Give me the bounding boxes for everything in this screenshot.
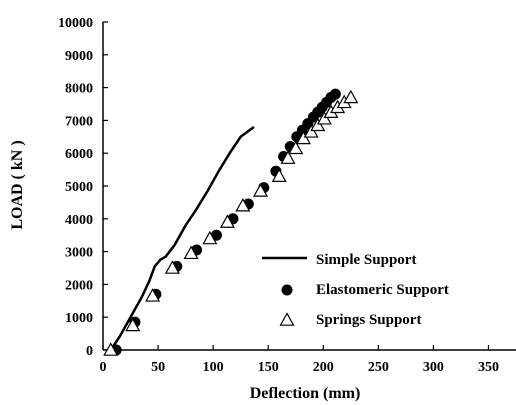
- legend-label: Elastomeric Support: [316, 282, 449, 298]
- y-tick-label: 4000: [65, 213, 93, 228]
- y-tick-label: 6000: [65, 147, 93, 162]
- series-line-simple-support: [109, 125, 255, 351]
- data-point-springs: [288, 140, 304, 155]
- data-point-springs: [271, 168, 287, 182]
- x-tick-label: 100: [203, 360, 224, 375]
- data-point-springs: [252, 183, 269, 197]
- legend-swatch-circle: [281, 284, 293, 296]
- data-point-springs: [235, 197, 251, 212]
- data-point-springs: [145, 288, 161, 302]
- y-tick-label: 0: [86, 344, 93, 359]
- x-tick-label: 350: [478, 360, 499, 375]
- data-point-springs: [316, 111, 332, 125]
- data-point-springs: [343, 89, 359, 104]
- y-tick-label: 5000: [65, 180, 93, 195]
- data-point-springs: [219, 214, 235, 228]
- legend-swatch-triangle: [279, 312, 295, 326]
- data-point-springs: [303, 124, 319, 138]
- y-axis-label: LOAD ( kN ): [9, 140, 26, 229]
- data-point-springs: [103, 342, 119, 356]
- data-point-springs: [280, 150, 296, 164]
- data-point-springs: [202, 230, 218, 245]
- y-axis-ticks: 0 1000 2000 3000 4000 5000 6000 7000 8000 9000 100…: [58, 16, 108, 359]
- data-point-springs: [295, 130, 311, 145]
- x-tick-label: 50: [151, 360, 165, 375]
- plot-series: [103, 88, 359, 356]
- x-tick-label: 0: [100, 360, 107, 375]
- y-tick-label: 2000: [65, 278, 93, 293]
- y-tick-label: 8000: [65, 82, 93, 97]
- x-tick-label: 150: [258, 360, 279, 375]
- y-tick-label: 3000: [65, 246, 93, 261]
- y-tick-label: 7000: [65, 114, 93, 129]
- data-point-springs: [183, 245, 199, 260]
- axes: [102, 22, 516, 351]
- x-tick-label: 250: [368, 360, 389, 375]
- data-point-elastomeric: [329, 88, 341, 100]
- y-tick-label: 1000: [65, 311, 93, 326]
- legend-label: Simple Support: [316, 252, 416, 268]
- legend: Simple Support Elastomeric Support Springs…: [262, 252, 449, 328]
- data-point-springs: [125, 317, 141, 332]
- x-tick-label: 300: [423, 360, 444, 375]
- x-axis-label: Deflection (mm): [250, 385, 361, 402]
- data-point-springs: [164, 260, 180, 274]
- legend-label: Springs Support: [316, 312, 421, 328]
- y-tick-label: 10000: [58, 16, 93, 31]
- y-tick-label: 9000: [65, 49, 93, 64]
- x-tick-label: 200: [313, 360, 334, 375]
- x-axis-ticks: 0 50 100 150 200 250 300 350: [100, 345, 499, 375]
- data-point-springs: [310, 117, 326, 132]
